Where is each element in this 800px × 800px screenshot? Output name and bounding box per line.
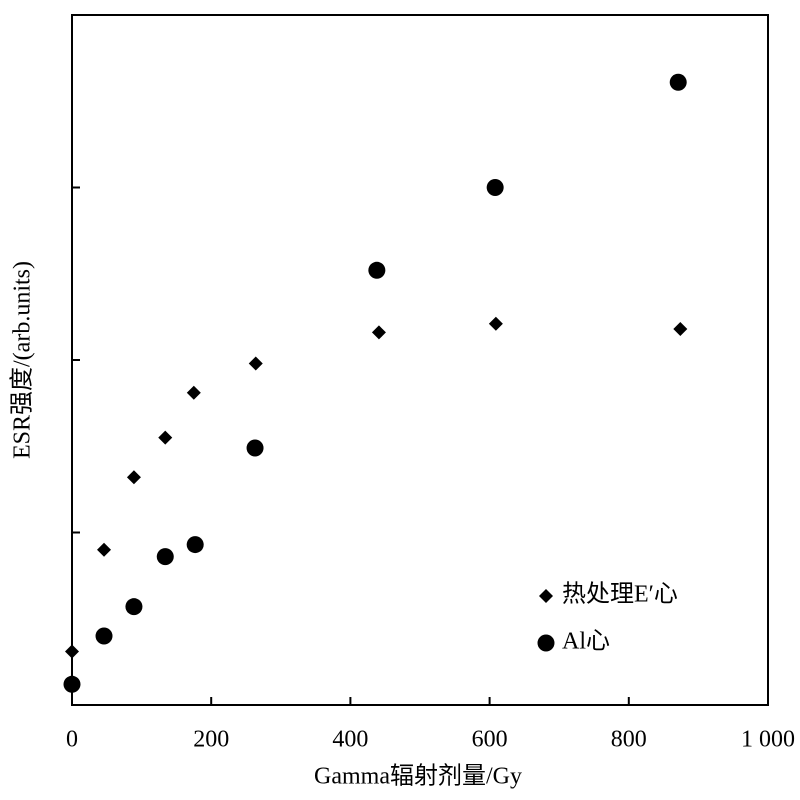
circle-marker bbox=[156, 548, 174, 566]
circle-marker bbox=[63, 675, 81, 693]
x-axis-label: Gamma辐射剂量/Gy bbox=[314, 763, 522, 790]
diamond-marker bbox=[248, 356, 263, 371]
circle-marker bbox=[95, 627, 113, 645]
legend-marker bbox=[537, 634, 555, 652]
x-tick-label: 200 bbox=[193, 727, 229, 753]
y-axis-label: ESR强度/(arb.units) bbox=[9, 261, 36, 459]
diamond-marker bbox=[371, 325, 386, 340]
diamond-marker bbox=[126, 470, 141, 485]
diamond-marker bbox=[488, 316, 503, 331]
diamond-marker bbox=[186, 385, 201, 400]
x-tick-label: 1 000 bbox=[741, 727, 795, 753]
x-tick-label: 0 bbox=[66, 727, 78, 753]
circle-marker bbox=[186, 536, 204, 554]
x-tick-label: 400 bbox=[332, 727, 368, 753]
circle-marker bbox=[486, 179, 504, 196]
circle-marker bbox=[125, 598, 143, 616]
legend-marker bbox=[539, 589, 553, 603]
diamond-marker bbox=[97, 542, 112, 557]
legend-label: Al心 bbox=[562, 629, 610, 655]
x-tick-label: 600 bbox=[472, 727, 508, 753]
x-tick-label: 800 bbox=[611, 727, 647, 753]
circle-marker bbox=[368, 261, 386, 279]
legend-label: 热处理E′心 bbox=[562, 581, 678, 608]
diamond-marker bbox=[673, 321, 688, 336]
diamond-marker bbox=[65, 644, 79, 659]
circle-marker bbox=[246, 439, 264, 457]
diamond-marker bbox=[158, 430, 173, 445]
circle-marker bbox=[669, 73, 687, 91]
